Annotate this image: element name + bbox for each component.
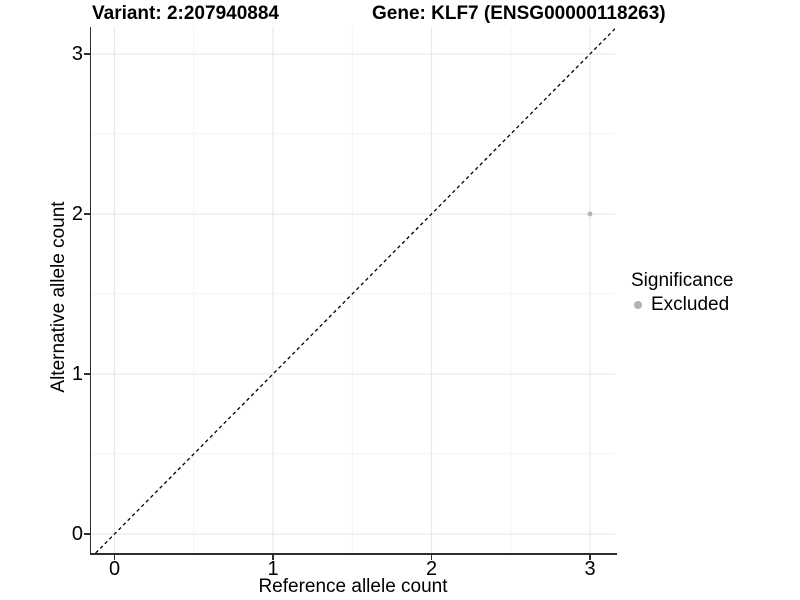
y-tick-mark bbox=[84, 213, 90, 215]
y-tick-mark bbox=[84, 373, 90, 375]
y-tick-mark bbox=[84, 53, 90, 55]
x-tick-mark bbox=[430, 554, 433, 560]
y-tick-label: 0 bbox=[71, 523, 83, 545]
x-tick-mark bbox=[589, 554, 591, 560]
x-tick-label: 3 bbox=[584, 558, 596, 580]
identity-line bbox=[95, 27, 615, 553]
x-tick-mark bbox=[272, 554, 274, 560]
x-tick-label: 0 bbox=[108, 558, 121, 580]
x-tick-label: 2 bbox=[425, 558, 438, 580]
excluded-point-icon bbox=[634, 301, 642, 309]
y-tick-mark bbox=[84, 533, 90, 535]
plot-title-gene: Gene: KLF7 (ENSG00000118263) bbox=[372, 3, 666, 24]
x-tick-mark bbox=[113, 554, 116, 560]
plot-panel bbox=[91, 27, 615, 553]
y-tick-label: 3 bbox=[71, 43, 83, 65]
legend-title: Significance bbox=[631, 270, 734, 291]
y-tick-label: 2 bbox=[71, 203, 83, 225]
x-tick-label: 1 bbox=[267, 558, 279, 580]
legend-item-label: Excluded bbox=[651, 294, 730, 315]
legend-item-excluded: Excluded bbox=[631, 293, 733, 316]
plot-canvas bbox=[91, 27, 615, 553]
y-axis-title: Alternative allele count bbox=[48, 201, 69, 393]
y-axis-line bbox=[89, 27, 91, 555]
data-point bbox=[587, 211, 593, 217]
plot-title-variant: Variant: 2:207940884 bbox=[92, 3, 279, 24]
x-axis-line bbox=[89, 553, 617, 555]
y-tick-label: 1 bbox=[71, 363, 83, 385]
x-axis-title: Reference allele count bbox=[258, 576, 448, 597]
legend: Significance Excluded bbox=[631, 269, 733, 316]
